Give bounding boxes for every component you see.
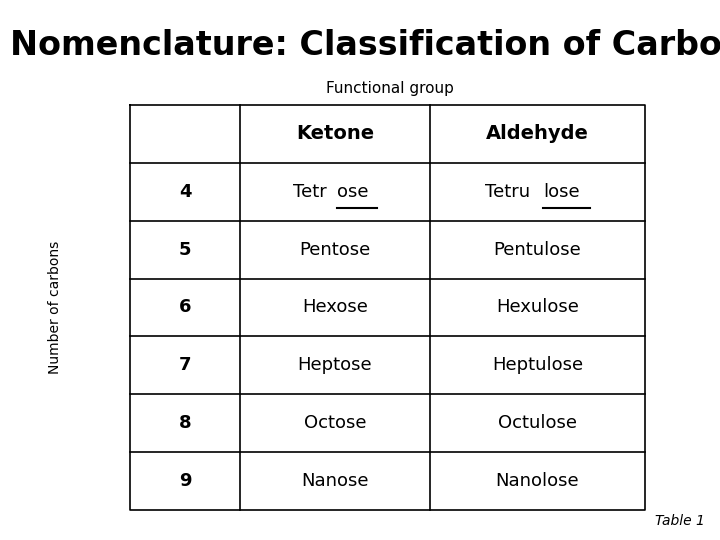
Text: Heptose: Heptose: [297, 356, 372, 374]
Text: Hexose: Hexose: [302, 299, 368, 316]
Text: 4: 4: [179, 183, 192, 201]
Text: Tetr: Tetr: [293, 183, 327, 201]
Text: Nanolose: Nanolose: [495, 472, 580, 490]
Text: Functional group: Functional group: [326, 80, 454, 96]
Text: Hexulose: Hexulose: [496, 299, 579, 316]
Text: Ketone: Ketone: [296, 124, 374, 144]
Text: lose: lose: [543, 183, 580, 201]
Text: Octose: Octose: [304, 414, 366, 432]
Text: Nomenclature: Classification of Carbohydrates: Nomenclature: Classification of Carbohyd…: [10, 29, 720, 62]
Text: 5: 5: [179, 241, 192, 259]
Text: Aldehyde: Aldehyde: [486, 124, 589, 144]
Text: 7: 7: [179, 356, 192, 374]
Text: Pentulose: Pentulose: [494, 241, 581, 259]
Text: Pentose: Pentose: [300, 241, 371, 259]
Text: 8: 8: [179, 414, 192, 432]
Text: 9: 9: [179, 472, 192, 490]
Text: Tetru: Tetru: [485, 183, 530, 201]
Text: Nanose: Nanose: [301, 472, 369, 490]
Text: Heptulose: Heptulose: [492, 356, 583, 374]
Text: Table 1: Table 1: [655, 514, 705, 528]
Text: Number of carbons: Number of carbons: [48, 241, 62, 374]
Text: ose: ose: [337, 183, 368, 201]
Text: Octulose: Octulose: [498, 414, 577, 432]
Text: 6: 6: [179, 299, 192, 316]
